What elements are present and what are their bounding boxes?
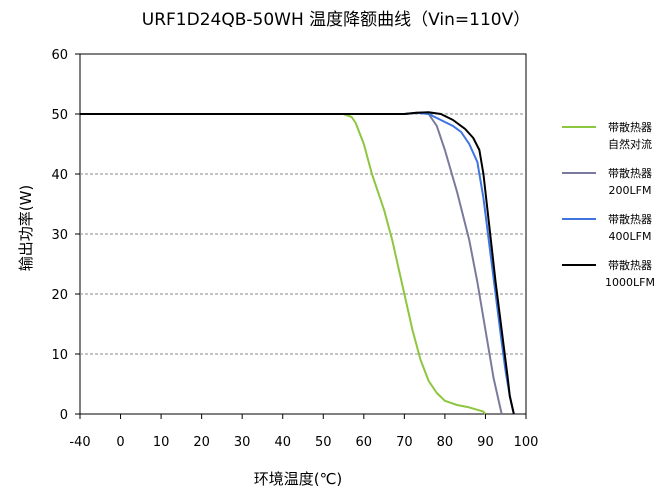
y-tick-label: 50 bbox=[51, 108, 68, 123]
x-tick-label: 70 bbox=[396, 435, 413, 450]
series-line-4 bbox=[80, 111, 515, 415]
chart-title: URF1D24QB-50WH 温度降额曲线（Vin=110V） bbox=[142, 10, 530, 30]
legend-label-3: 400LFM bbox=[609, 230, 652, 243]
x-tick-label: -40 bbox=[69, 435, 90, 450]
y-tick-label: 60 bbox=[51, 48, 68, 63]
x-tick-label: 30 bbox=[234, 435, 251, 450]
legend-label-3: 带散热器 bbox=[608, 212, 652, 226]
legend-label-1: 自然对流 bbox=[608, 137, 652, 151]
series-line-1 bbox=[80, 113, 487, 415]
x-axis-label: 环境温度(℃) bbox=[254, 470, 343, 488]
legend-label-4: 1000LFM bbox=[605, 276, 655, 289]
x-tick-label: 20 bbox=[193, 435, 210, 450]
x-tick-label: 90 bbox=[477, 435, 494, 450]
x-tick-label: 100 bbox=[514, 435, 539, 450]
x-tick-label: 10 bbox=[153, 435, 170, 450]
x-axis: -40 0 10 20 30 40 50 60 70 80 90 100 bbox=[69, 414, 538, 450]
y-tick-label: 30 bbox=[51, 228, 68, 243]
x-tick-label: 80 bbox=[437, 435, 454, 450]
x-tick-label: 50 bbox=[315, 435, 332, 450]
y-axis-label: 输出功率(W) bbox=[17, 185, 35, 272]
x-tick-label: 40 bbox=[274, 435, 291, 450]
x-tick-label: 60 bbox=[356, 435, 373, 450]
y-tick-label: 40 bbox=[51, 168, 68, 183]
y-tick-label: 10 bbox=[51, 348, 68, 363]
y-axis: 0 10 20 30 40 50 60 bbox=[51, 48, 80, 423]
legend-label-2: 带散热器 bbox=[608, 166, 652, 180]
legend-label-2: 200LFM bbox=[609, 184, 652, 197]
x-tick-label: 0 bbox=[116, 435, 124, 450]
y-tick-label: 20 bbox=[51, 288, 68, 303]
legend-label-1: 带散热器 bbox=[608, 120, 652, 134]
series-lines bbox=[80, 111, 515, 415]
legend-label-4: 带散热器 bbox=[608, 258, 652, 272]
y-tick-label: 0 bbox=[60, 408, 68, 423]
